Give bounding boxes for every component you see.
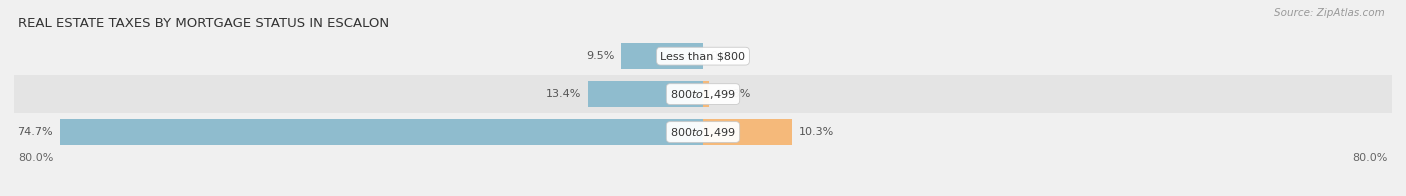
Text: 74.7%: 74.7% bbox=[17, 127, 53, 137]
Text: 80.0%: 80.0% bbox=[18, 153, 53, 163]
Bar bbox=[14, 75, 1392, 113]
Text: 13.4%: 13.4% bbox=[546, 89, 581, 99]
Text: $800 to $1,499: $800 to $1,499 bbox=[671, 125, 735, 139]
Legend: Without Mortgage, With Mortgage: Without Mortgage, With Mortgage bbox=[575, 193, 831, 196]
Text: 80.0%: 80.0% bbox=[1353, 153, 1388, 163]
Text: Source: ZipAtlas.com: Source: ZipAtlas.com bbox=[1274, 8, 1385, 18]
Text: Less than $800: Less than $800 bbox=[661, 51, 745, 61]
Bar bbox=[588, 81, 703, 107]
Bar bbox=[703, 81, 709, 107]
Text: 9.5%: 9.5% bbox=[586, 51, 614, 61]
Bar bbox=[621, 43, 703, 69]
Bar bbox=[14, 113, 1392, 151]
Bar bbox=[59, 119, 703, 145]
Text: REAL ESTATE TAXES BY MORTGAGE STATUS IN ESCALON: REAL ESTATE TAXES BY MORTGAGE STATUS IN … bbox=[18, 17, 389, 30]
Text: $800 to $1,499: $800 to $1,499 bbox=[671, 88, 735, 101]
Bar bbox=[14, 37, 1392, 75]
Text: 10.3%: 10.3% bbox=[799, 127, 834, 137]
Bar bbox=[703, 119, 792, 145]
Text: 0.0%: 0.0% bbox=[710, 51, 738, 61]
Text: 0.68%: 0.68% bbox=[716, 89, 751, 99]
